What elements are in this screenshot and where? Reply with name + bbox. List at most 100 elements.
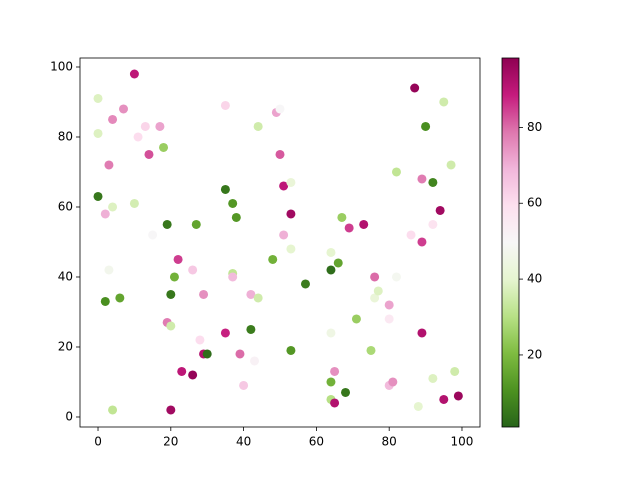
point [435,205,445,215]
point [220,100,230,110]
point [417,174,427,184]
point [115,293,125,303]
y-tick-label: 100 [50,59,73,73]
point [140,121,150,131]
point [100,296,110,306]
point [148,230,158,240]
point [93,128,103,138]
point [253,293,263,303]
point [373,286,383,296]
point [253,121,263,131]
y-tick-label: 40 [58,269,73,283]
colorbar [501,57,520,428]
point [417,328,427,338]
point [155,121,165,131]
point [133,132,143,142]
point [169,272,179,282]
point [351,314,361,324]
point [428,219,438,229]
point [239,380,249,390]
point [108,114,118,124]
point [300,279,310,289]
point [108,202,118,212]
point [326,377,336,387]
point [388,377,398,387]
point [228,272,238,282]
point [118,104,128,114]
point [173,254,183,264]
point [406,230,416,240]
y-tick-label: 20 [58,339,73,353]
point [337,212,347,222]
point [188,265,198,275]
y-tick-label: 80 [58,129,73,143]
point [326,247,336,257]
point [330,398,340,408]
x-tick-label: 20 [163,435,178,449]
plot-area [79,57,481,428]
point [359,219,369,229]
point [391,272,401,282]
point [166,321,176,331]
point [220,184,230,194]
point [446,160,456,170]
colorbar-tick-label: 80 [527,120,542,134]
point [235,349,245,359]
point [370,272,380,282]
point [220,328,230,338]
point [453,391,463,401]
point [166,405,176,415]
point [195,335,205,345]
point [279,181,289,191]
point [286,244,296,254]
point [413,401,423,411]
point [286,209,296,219]
point [333,258,343,268]
point [279,230,289,240]
point [439,394,449,404]
point [330,366,340,376]
point [366,345,376,355]
x-tick-label: 100 [451,435,474,449]
x-tick-label: 80 [382,435,397,449]
point [108,405,118,415]
colorbar-tick-label: 20 [527,347,542,361]
point [421,121,431,131]
point [231,212,241,222]
point [129,69,139,79]
point [275,149,285,159]
point [275,104,285,114]
point [104,160,114,170]
point [93,191,103,201]
point [100,209,110,219]
point [344,223,354,233]
point [410,83,420,93]
point [268,254,278,264]
point [428,373,438,383]
point [177,366,187,376]
point [384,314,394,324]
point [93,93,103,103]
point [286,345,296,355]
point [129,198,139,208]
point [202,349,212,359]
point [439,97,449,107]
point [188,370,198,380]
point [104,265,114,275]
point [391,167,401,177]
point [286,177,296,187]
colorbar-tick-label: 40 [527,272,542,286]
point [428,177,438,187]
point [250,356,260,366]
point [341,387,351,397]
y-tick-label: 0 [65,409,73,423]
y-tick-label: 60 [58,199,73,213]
point [199,289,209,299]
point [246,289,256,299]
x-tick-label: 0 [94,435,102,449]
x-tick-label: 40 [236,435,251,449]
point [159,142,169,152]
point [162,219,172,229]
point [228,198,238,208]
